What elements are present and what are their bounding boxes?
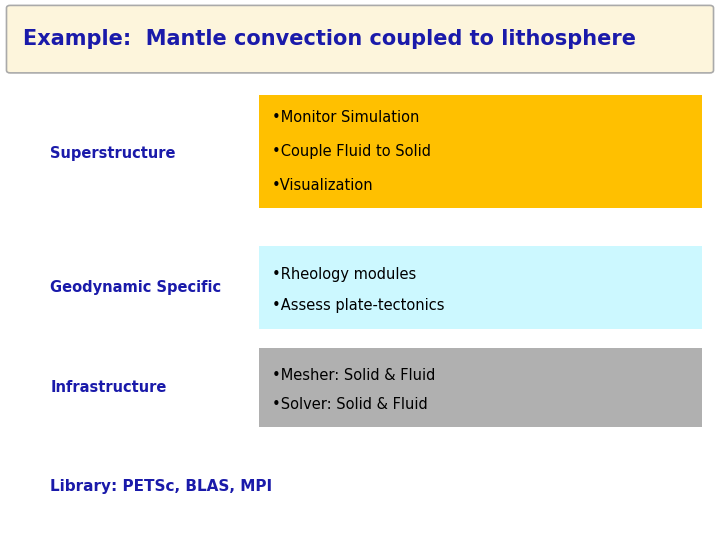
Text: •Solver: Solid & Fluid: •Solver: Solid & Fluid [272, 397, 428, 412]
Text: •Monitor Simulation: •Monitor Simulation [272, 110, 420, 125]
Text: •Rheology modules: •Rheology modules [272, 267, 416, 282]
Text: •Mesher: Solid & Fluid: •Mesher: Solid & Fluid [272, 368, 436, 383]
Text: Geodynamic Specific: Geodynamic Specific [50, 280, 222, 295]
Bar [259, 246, 702, 329]
Text: •Visualization: •Visualization [272, 178, 374, 193]
FancyBboxPatch shape [6, 5, 714, 73]
Bar [259, 348, 702, 427]
Text: •Assess plate-tectonics: •Assess plate-tectonics [272, 299, 445, 313]
Text: •Couple Fluid to Solid: •Couple Fluid to Solid [272, 144, 431, 159]
Text: Superstructure: Superstructure [50, 146, 176, 161]
Bar [259, 94, 702, 208]
Text: Example:  Mantle convection coupled to lithosphere: Example: Mantle convection coupled to li… [23, 29, 636, 49]
Text: Infrastructure: Infrastructure [50, 380, 167, 395]
Text: Library: PETSc, BLAS, MPI: Library: PETSc, BLAS, MPI [50, 478, 273, 494]
